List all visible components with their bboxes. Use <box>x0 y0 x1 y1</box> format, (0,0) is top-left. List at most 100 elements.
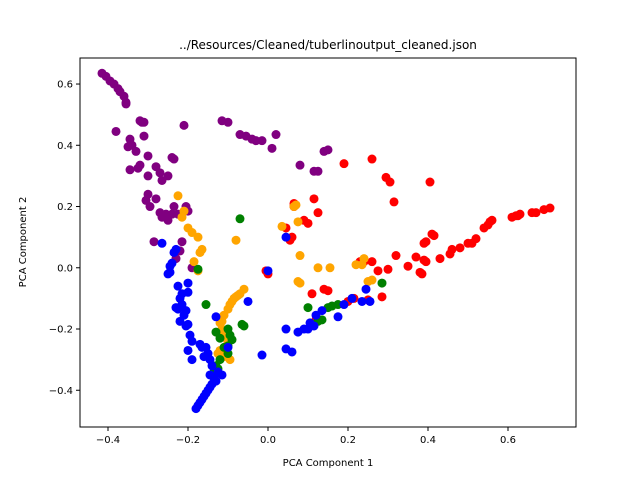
data-point <box>373 266 383 276</box>
data-point <box>359 254 369 264</box>
data-point <box>313 166 323 176</box>
points-layer <box>97 68 555 414</box>
data-point <box>291 200 301 210</box>
data-point <box>235 214 245 224</box>
data-point <box>191 404 201 414</box>
data-point <box>217 370 227 380</box>
data-point <box>307 289 317 299</box>
data-point <box>125 165 135 175</box>
data-point <box>531 208 541 218</box>
data-point <box>339 300 349 310</box>
data-point <box>487 215 497 225</box>
data-point <box>207 361 217 371</box>
data-point <box>197 342 207 352</box>
data-point <box>133 163 143 173</box>
data-point <box>231 235 241 245</box>
data-point <box>239 284 249 294</box>
data-point <box>149 237 159 247</box>
data-point <box>347 293 357 303</box>
data-point <box>169 154 179 164</box>
chart-title: ../Resources/Cleaned/tuberlinoutput_clea… <box>179 38 477 52</box>
data-point <box>179 120 189 130</box>
data-point <box>333 312 343 322</box>
data-point <box>295 251 305 261</box>
data-point <box>215 333 225 343</box>
data-point <box>367 154 377 164</box>
data-point <box>145 202 155 212</box>
data-point <box>211 376 221 386</box>
data-point <box>169 247 179 257</box>
data-point <box>293 277 303 287</box>
data-point <box>189 257 199 267</box>
data-point <box>143 171 153 181</box>
data-point <box>303 218 313 228</box>
plot-frame <box>79 57 577 428</box>
x-tick-label: 0.0 <box>260 435 276 446</box>
data-point <box>157 212 167 222</box>
data-point <box>111 126 121 136</box>
data-point <box>123 142 133 152</box>
data-point <box>131 146 141 156</box>
data-point <box>403 261 413 271</box>
data-point <box>325 263 335 273</box>
y-axis: −0.4 −0.2 0.0 0.2 0.4 0.6 <box>49 80 80 397</box>
data-point <box>421 237 431 247</box>
data-point <box>545 203 555 213</box>
data-point <box>267 143 277 153</box>
x-tick-label: 0.6 <box>500 435 516 446</box>
y-tick-label: 0.6 <box>57 80 73 91</box>
data-point <box>155 168 165 178</box>
data-point <box>177 237 187 247</box>
data-point <box>121 99 131 109</box>
data-point <box>313 263 323 273</box>
data-point <box>361 284 371 294</box>
data-point <box>313 208 323 218</box>
data-point <box>139 131 149 141</box>
data-point <box>223 117 233 127</box>
data-point <box>163 269 173 279</box>
data-point <box>323 286 333 296</box>
data-point <box>163 171 173 181</box>
data-point <box>257 136 267 146</box>
data-point <box>171 303 181 313</box>
x-tick-label: −0.4 <box>96 435 120 446</box>
data-point <box>239 321 249 331</box>
data-point <box>243 296 253 306</box>
data-point <box>365 296 375 306</box>
data-point <box>281 232 291 242</box>
data-point <box>515 209 525 219</box>
data-point <box>195 247 205 257</box>
data-point <box>223 342 233 352</box>
data-point <box>367 257 377 267</box>
data-point <box>193 264 203 274</box>
data-point <box>157 238 167 248</box>
data-point <box>187 355 197 365</box>
y-axis-label: PCA Component 2 <box>18 197 29 288</box>
data-point <box>169 202 179 212</box>
data-point <box>391 251 401 261</box>
y-tick-label: 0.2 <box>57 202 73 213</box>
data-point <box>435 254 445 264</box>
y-tick-label: 0.0 <box>57 263 73 274</box>
data-point <box>295 160 305 170</box>
data-point <box>417 269 427 279</box>
data-point <box>257 350 267 360</box>
data-point <box>367 275 377 285</box>
data-point <box>173 281 183 291</box>
data-point <box>143 151 153 161</box>
data-point <box>383 264 393 274</box>
data-point <box>389 197 399 207</box>
data-point <box>173 191 183 201</box>
data-point <box>211 312 221 322</box>
x-tick-label: −0.2 <box>176 435 200 446</box>
data-point <box>263 266 273 276</box>
data-point <box>271 130 281 140</box>
data-point <box>303 303 313 313</box>
x-tick-label: 0.4 <box>420 435 436 446</box>
data-point <box>377 292 387 302</box>
data-point <box>139 117 149 127</box>
data-point <box>277 221 287 231</box>
data-point <box>175 316 185 326</box>
